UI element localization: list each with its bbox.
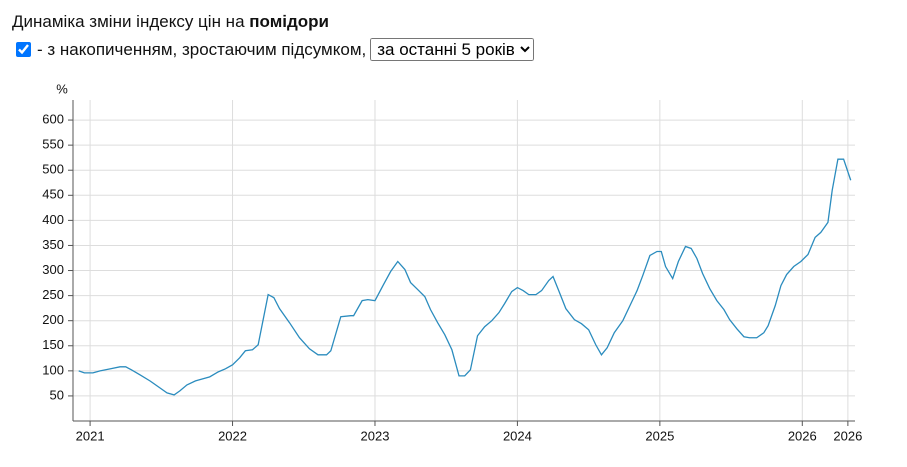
y-tick-label: 350 [42,237,64,252]
y-tick-label: 400 [42,212,64,227]
title: Динаміка зміни індексу цін на [12,12,245,31]
period-select[interactable]: за останні 5 років [370,38,535,61]
y-tick-label: 550 [42,137,64,152]
y-tick-label: 300 [42,262,64,277]
x-tick-label: 2025 [645,428,674,443]
cumulative-checkbox[interactable] [16,42,31,57]
data-line [78,158,852,396]
y-tick-label: 150 [42,337,64,352]
y-tick-label: 100 [42,362,64,377]
options-row: - з накопиченням, зростаючим підсумком, … [12,38,535,61]
x-tick-label: 2023 [361,428,390,443]
title-row: Динаміка зміни індексу цін на помідори [12,12,534,32]
y-axis-label: % [56,81,68,96]
x-tick-label: 2026 [833,428,862,443]
x-tick-label: 2024 [503,428,532,443]
y-tick-label: 200 [42,312,64,327]
header: Динаміка зміни індексу цін на помідори -… [12,12,535,61]
y-tick-label: 600 [42,112,64,127]
checkbox-label: - з накопиченням, зростаючим підсумком, [37,39,367,59]
x-tick-label: 2021 [76,428,105,443]
y-tick-label: 250 [42,287,64,302]
x-tick-label: 2026 [788,428,817,443]
y-tick-label: 500 [42,162,64,177]
y-tick-label: 50 [50,387,64,402]
x-tick-label: 2022 [218,428,247,443]
y-tick-label: 450 [42,187,64,202]
product: помідори [249,12,330,31]
